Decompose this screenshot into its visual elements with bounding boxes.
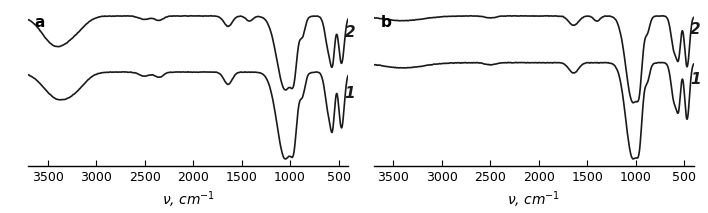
X-axis label: $\nu$, cm$^{-1}$: $\nu$, cm$^{-1}$ <box>507 190 561 210</box>
Text: a: a <box>35 15 45 30</box>
Text: b: b <box>380 15 391 30</box>
Text: 1: 1 <box>344 86 355 101</box>
Text: 2: 2 <box>344 24 355 40</box>
Text: 1: 1 <box>690 72 701 86</box>
Text: 2: 2 <box>690 22 701 37</box>
X-axis label: $\nu$, cm$^{-1}$: $\nu$, cm$^{-1}$ <box>161 190 215 210</box>
